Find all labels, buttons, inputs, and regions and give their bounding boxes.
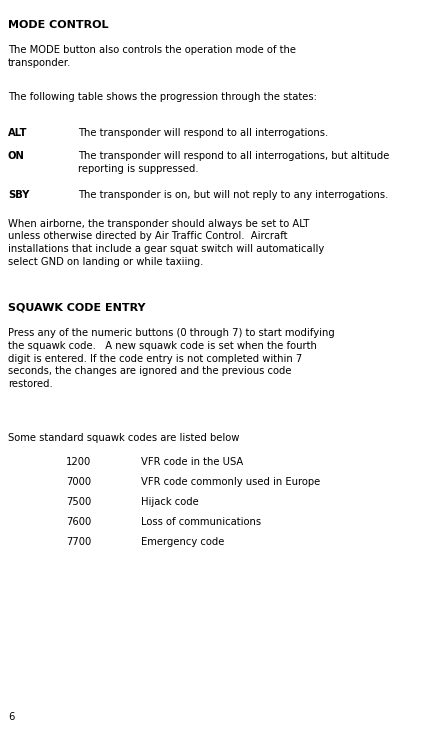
Text: Hijack code: Hijack code [141, 497, 199, 507]
Text: VFR code in the USA: VFR code in the USA [141, 457, 243, 467]
Text: The transponder will respond to all interrogations, but altitude
reporting is su: The transponder will respond to all inte… [78, 151, 389, 173]
Text: 7000: 7000 [66, 477, 91, 487]
Text: ALT: ALT [8, 127, 28, 138]
Text: SQUAWK CODE ENTRY: SQUAWK CODE ENTRY [8, 302, 146, 313]
Text: 7700: 7700 [66, 537, 91, 548]
Text: ON: ON [8, 151, 25, 161]
Text: 1200: 1200 [66, 457, 91, 467]
Text: Some standard squawk codes are listed below: Some standard squawk codes are listed be… [8, 433, 239, 443]
Text: When airborne, the transponder should always be set to ALT
unless otherwise dire: When airborne, the transponder should al… [8, 219, 324, 267]
Text: VFR code commonly used in Europe: VFR code commonly used in Europe [141, 477, 321, 487]
Text: Loss of communications: Loss of communications [141, 518, 262, 527]
Text: The MODE button also controls the operation mode of the
transponder.: The MODE button also controls the operat… [8, 45, 296, 68]
Text: Press any of the numeric buttons (0 through 7) to start modifying
the squawk cod: Press any of the numeric buttons (0 thro… [8, 328, 335, 389]
Text: The transponder is on, but will not reply to any interrogations.: The transponder is on, but will not repl… [78, 190, 388, 201]
Text: Emergency code: Emergency code [141, 537, 225, 548]
Text: The following table shows the progression through the states:: The following table shows the progressio… [8, 92, 317, 102]
Text: SBY: SBY [8, 190, 29, 201]
Text: The transponder will respond to all interrogations.: The transponder will respond to all inte… [78, 127, 328, 138]
Text: MODE CONTROL: MODE CONTROL [8, 20, 108, 31]
Text: 7600: 7600 [66, 518, 91, 527]
Text: 7500: 7500 [66, 497, 91, 507]
Text: 6: 6 [8, 712, 14, 722]
